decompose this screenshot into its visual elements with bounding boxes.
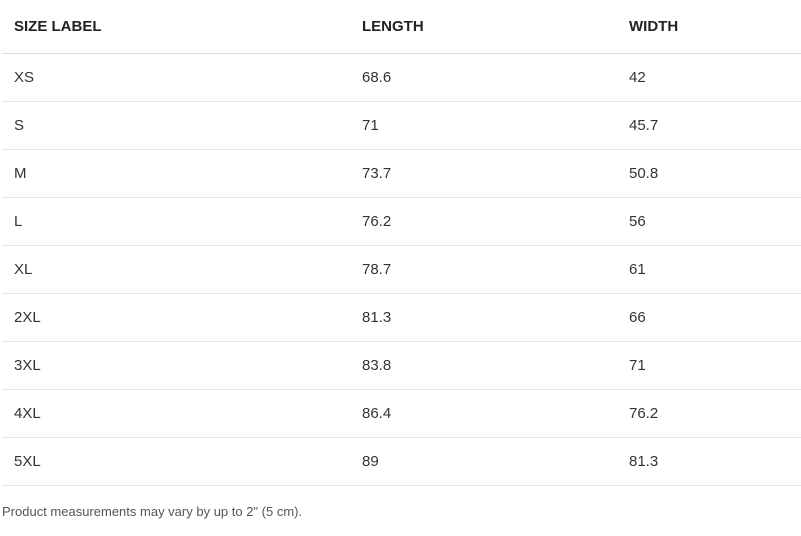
- header-size-label: SIZE LABEL: [2, 0, 350, 54]
- header-length: LENGTH: [350, 0, 617, 54]
- cell-width: 76.2: [617, 389, 801, 438]
- cell-width: 71: [617, 341, 801, 390]
- cell-size: XL: [2, 245, 350, 294]
- table-row: XS 68.6 42: [2, 53, 801, 102]
- cell-width: 50.8: [617, 149, 801, 198]
- header-row: SIZE LABEL LENGTH WIDTH: [2, 0, 801, 54]
- cell-size: S: [2, 101, 350, 150]
- cell-size: 5XL: [2, 437, 350, 486]
- table-row: S 71 45.7: [2, 101, 801, 150]
- table-row: 3XL 83.8 71: [2, 341, 801, 390]
- cell-size: XS: [2, 53, 350, 102]
- cell-length: 68.6: [350, 53, 617, 102]
- cell-size: 2XL: [2, 293, 350, 342]
- cell-length: 83.8: [350, 341, 617, 390]
- table-body: XS 68.6 42 S 71 45.7 M 73.7 50.8 L 76.2 …: [2, 53, 801, 486]
- cell-size: 3XL: [2, 341, 350, 390]
- cell-length: 71: [350, 101, 617, 150]
- cell-length: 86.4: [350, 389, 617, 438]
- cell-width: 56: [617, 197, 801, 246]
- cell-width: 45.7: [617, 101, 801, 150]
- table-header: SIZE LABEL LENGTH WIDTH: [2, 0, 801, 54]
- cell-width: 66: [617, 293, 801, 342]
- cell-width: 81.3: [617, 437, 801, 486]
- cell-size: 4XL: [2, 389, 350, 438]
- cell-length: 89: [350, 437, 617, 486]
- cell-length: 81.3: [350, 293, 617, 342]
- table-row: M 73.7 50.8: [2, 149, 801, 198]
- cell-width: 42: [617, 53, 801, 102]
- size-chart-table: SIZE LABEL LENGTH WIDTH XS 68.6 42 S 71 …: [2, 0, 801, 486]
- cell-length: 76.2: [350, 197, 617, 246]
- table-row: L 76.2 56: [2, 197, 801, 246]
- cell-width: 61: [617, 245, 801, 294]
- cell-length: 73.7: [350, 149, 617, 198]
- cell-size: L: [2, 197, 350, 246]
- cell-length: 78.7: [350, 245, 617, 294]
- table-row: XL 78.7 61: [2, 245, 801, 294]
- table-row: 2XL 81.3 66: [2, 293, 801, 342]
- table-row: 5XL 89 81.3: [2, 437, 801, 486]
- cell-size: M: [2, 149, 350, 198]
- measurement-footnote: Product measurements may vary by up to 2…: [2, 504, 303, 519]
- table-row: 4XL 86.4 76.2: [2, 389, 801, 438]
- header-width: WIDTH: [617, 0, 801, 54]
